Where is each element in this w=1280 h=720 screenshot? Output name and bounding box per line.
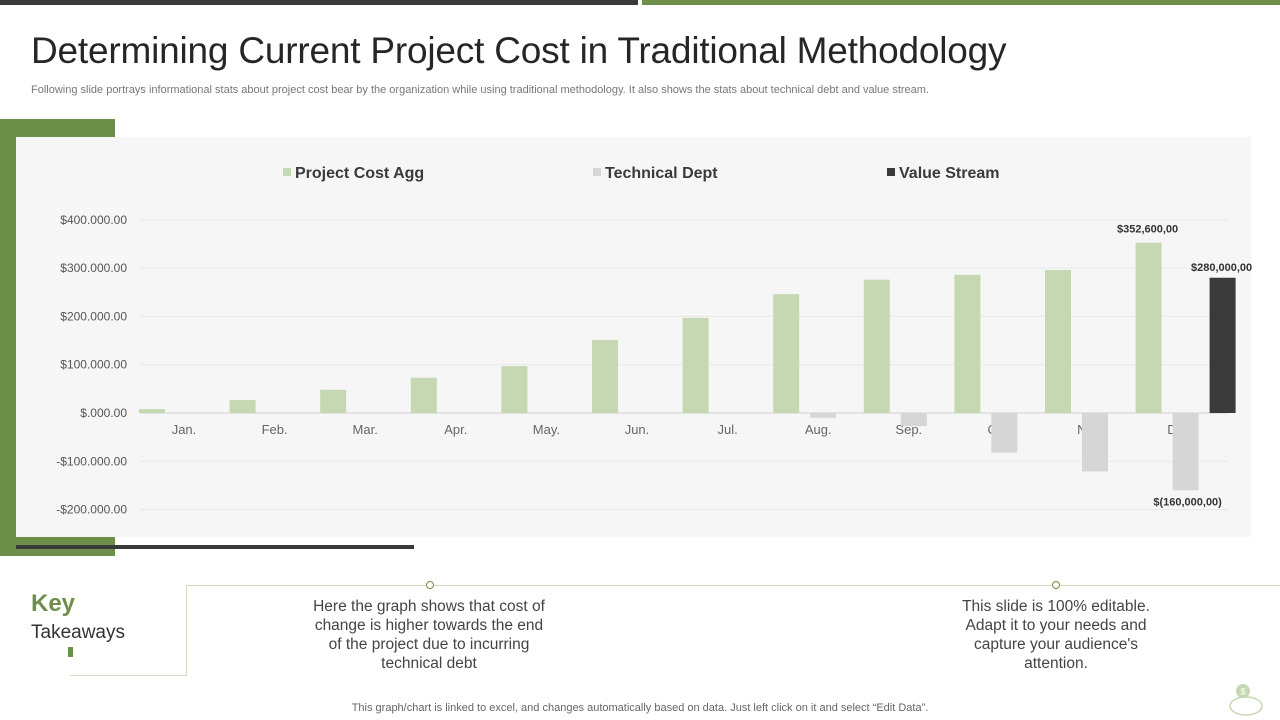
bar-project-cost-agg bbox=[410, 377, 437, 413]
x-tick-label: Aug. bbox=[805, 422, 832, 437]
x-tick-label: Jul. bbox=[717, 422, 737, 437]
x-tick-label: Apr. bbox=[444, 422, 467, 437]
top-bar-green bbox=[642, 0, 1280, 5]
bar-project-cost-agg bbox=[682, 317, 709, 413]
piggy-bank-icon: $ bbox=[1229, 684, 1263, 716]
svg-text:$: $ bbox=[1240, 687, 1245, 697]
bar-value-stream bbox=[1209, 277, 1236, 413]
bar-project-cost-agg bbox=[863, 279, 890, 413]
takeaways-label: Takeaways bbox=[31, 622, 125, 643]
x-tick-label: Mar. bbox=[353, 422, 378, 437]
legend-label: Value Stream bbox=[899, 165, 1000, 182]
top-bar-dark bbox=[0, 0, 638, 5]
x-tick-label: Jun. bbox=[625, 422, 650, 437]
data-label: $280,000,00 bbox=[1191, 262, 1252, 274]
data-label: $(160,000,00) bbox=[1153, 496, 1222, 508]
bar-project-cost-agg bbox=[1045, 270, 1071, 413]
timeline-dot bbox=[426, 581, 434, 589]
dark-accent-line bbox=[16, 545, 414, 549]
key-label: Key bbox=[31, 590, 76, 617]
bar-project-cost-agg bbox=[773, 294, 800, 413]
bar-technical-dept bbox=[991, 413, 1018, 453]
takeaway-text-1: Here the graph shows that cost of change… bbox=[313, 598, 545, 672]
timeline-dot bbox=[1052, 581, 1060, 589]
y-tick-label: -$100.000.00 bbox=[56, 454, 127, 468]
green-marker bbox=[68, 647, 73, 657]
y-tick-label: $200.000.00 bbox=[60, 309, 127, 323]
bar-technical-dept bbox=[810, 413, 837, 418]
takeaway-text-2: This slide is 100% editable. Adapt it to… bbox=[962, 598, 1150, 672]
bar-project-cost-agg bbox=[501, 366, 528, 413]
legend-swatch bbox=[283, 168, 291, 176]
y-tick-label: $100.000.00 bbox=[60, 358, 127, 372]
bar-chart[interactable]: $400.000.00 $300.000.00 $200.000.00 $100.00… bbox=[0, 0, 1280, 560]
x-tick-label: Feb. bbox=[262, 422, 288, 437]
bar-project-cost-agg bbox=[954, 274, 981, 413]
legend-label: Project Cost Agg bbox=[295, 165, 424, 182]
y-tick-label: -$200.000.00 bbox=[56, 503, 127, 517]
bar-project-cost-agg bbox=[320, 389, 347, 413]
y-tick-label: $400.000.00 bbox=[60, 213, 127, 227]
page-subtitle: Following slide portrays informational s… bbox=[31, 84, 930, 96]
bar-technical-dept bbox=[1082, 413, 1108, 472]
legend-swatch bbox=[887, 168, 895, 176]
x-tick-label: Jan. bbox=[172, 422, 197, 437]
takeaways-divider bbox=[187, 585, 1280, 586]
x-tick-label: May. bbox=[533, 422, 560, 437]
bar-technical-dept bbox=[900, 413, 927, 427]
y-tick-label: $.000.00 bbox=[80, 406, 127, 420]
data-label: $352,600,00 bbox=[1117, 224, 1178, 236]
footer-note: This graph/chart is linked to excel, and… bbox=[351, 702, 929, 714]
page-title: Determining Current Project Cost in Trad… bbox=[31, 30, 1007, 71]
bar-project-cost-agg bbox=[592, 340, 618, 413]
legend-swatch bbox=[593, 168, 601, 176]
bar-project-cost-agg bbox=[1135, 242, 1162, 413]
legend-label: Technical Dept bbox=[605, 165, 718, 182]
y-tick-label: $300.000.00 bbox=[60, 261, 127, 275]
bar-project-cost-agg bbox=[139, 409, 165, 413]
key-takeaways-frame bbox=[70, 585, 187, 676]
bar-project-cost-agg bbox=[229, 399, 256, 413]
bar-technical-dept bbox=[1172, 413, 1199, 491]
